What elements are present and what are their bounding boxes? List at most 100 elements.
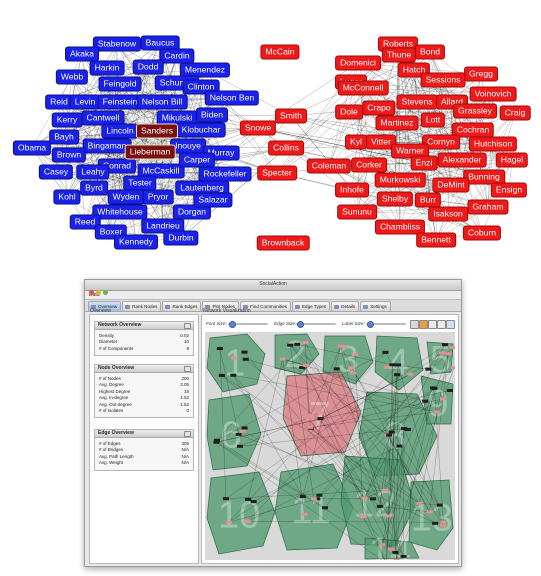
community-node[interactable]	[299, 495, 306, 499]
font-size-slider-knob[interactable]	[229, 321, 236, 328]
grid-button[interactable]	[428, 320, 437, 329]
community-node[interactable]	[446, 389, 453, 393]
community-node[interactable]	[241, 350, 248, 354]
community-node[interactable]	[449, 346, 455, 350]
community-node[interactable]	[370, 497, 377, 501]
community-node[interactable]	[439, 397, 446, 401]
community-node[interactable]	[310, 497, 317, 501]
community-node[interactable]	[351, 352, 358, 356]
tab-rank-edges[interactable]: Rank Edges	[162, 301, 202, 312]
community-node[interactable]	[317, 417, 324, 421]
community-node[interactable]	[314, 497, 321, 501]
community-node[interactable]	[389, 363, 396, 367]
senator-node-levin[interactable]: Levin	[69, 94, 101, 110]
community-node[interactable]	[305, 417, 312, 421]
community-node[interactable]	[294, 342, 301, 346]
senator-node-lincoln[interactable]: Lincoln	[101, 123, 139, 139]
community-node[interactable]	[426, 510, 433, 514]
senator-node-mccain[interactable]: McCain	[260, 44, 300, 60]
senator-node-nelson-ben[interactable]: Nelson Ben	[204, 90, 260, 106]
senator-node-ensign[interactable]: Ensign	[490, 182, 528, 198]
community-node[interactable]	[302, 341, 309, 345]
community-node[interactable]	[302, 363, 309, 367]
collapse-icon[interactable]	[184, 366, 191, 372]
senator-node-tester[interactable]: Tester	[123, 175, 157, 191]
community-node[interactable]	[222, 497, 229, 501]
layout-button[interactable]	[410, 320, 419, 329]
edge-size-slider-knob[interactable]	[297, 321, 304, 328]
senator-node-bayh[interactable]: Bayh	[49, 129, 79, 145]
senator-node-kohl[interactable]: Kohl	[53, 189, 81, 205]
senator-node-voinovich[interactable]: Voinovich	[469, 86, 517, 102]
community-node[interactable]	[279, 357, 286, 361]
community-node[interactable]	[218, 373, 225, 377]
senator-node-hutchison[interactable]: Hutchison	[468, 136, 518, 152]
senator-node-rockefeller[interactable]: Rockefeller	[198, 166, 252, 182]
community-hull[interactable]	[206, 471, 276, 555]
tab-settings[interactable]: Settings	[360, 301, 391, 312]
senator-node-cardin[interactable]: Cardin	[159, 48, 195, 64]
senator-node-kyl[interactable]: Kyl	[345, 134, 367, 150]
community-node[interactable]	[404, 427, 411, 431]
senator-node-grassley[interactable]: Grassley	[453, 103, 497, 119]
community-node[interactable]	[340, 345, 347, 349]
collapse-icon[interactable]	[184, 323, 191, 329]
community-node[interactable]	[451, 366, 455, 370]
label-size-slider[interactable]	[366, 323, 406, 325]
community-node[interactable]	[350, 371, 357, 375]
senator-node-snowe[interactable]: Snowe	[239, 120, 277, 136]
senator-node-obama[interactable]: Obama	[12, 140, 52, 156]
community-node[interactable]	[225, 520, 232, 524]
community-node[interactable]	[235, 432, 242, 436]
menu-data[interactable]: Data	[89, 292, 100, 298]
senator-node-specter[interactable]: Specter	[257, 165, 297, 181]
community-node[interactable]	[432, 521, 439, 525]
community-node[interactable]	[213, 438, 220, 442]
community-node[interactable]	[392, 550, 399, 554]
senator-node-dole[interactable]: Dole	[335, 104, 363, 120]
community-node[interactable]	[396, 444, 403, 448]
senator-node-warner[interactable]: Warner	[391, 143, 429, 159]
community-node[interactable]	[422, 399, 429, 403]
senator-node-dorgan[interactable]: Dorgan	[172, 204, 212, 220]
zoom-button[interactable]	[437, 320, 446, 329]
community-node[interactable]	[393, 558, 400, 560]
senator-node-kennedy[interactable]: Kennedy	[114, 234, 158, 250]
community-node[interactable]	[387, 547, 394, 551]
senator-node-stabenow[interactable]: Stabenow	[92, 36, 142, 52]
close-window-button[interactable]	[89, 290, 94, 295]
community-node[interactable]	[386, 433, 393, 437]
tab-rank-nodes[interactable]: Rank Nodes	[122, 301, 162, 312]
tab-overview[interactable]: Overview	[88, 301, 122, 312]
community-node[interactable]	[245, 497, 252, 501]
senator-node-lott[interactable]: Lott	[420, 112, 446, 128]
community-node[interactable]	[383, 365, 390, 369]
community-node[interactable]	[299, 366, 306, 370]
community-node[interactable]	[230, 373, 237, 377]
senator-node-martinez[interactable]: Martinez	[375, 115, 419, 131]
community-node[interactable]	[213, 440, 220, 444]
senator-node-murkowski[interactable]: Murkowski	[374, 172, 426, 188]
senator-node-inouye[interactable]: Inouye	[170, 138, 206, 154]
community-hull[interactable]	[408, 479, 454, 551]
senator-node-cornyn[interactable]: Cornyn	[422, 134, 460, 150]
community-node[interactable]	[348, 366, 355, 370]
senator-node-enzi[interactable]: Enzi	[410, 155, 438, 171]
senator-node-reed[interactable]: Reed	[69, 214, 101, 230]
senator-node-reid[interactable]: Reid	[45, 94, 73, 110]
senator-node-collins[interactable]: Collins	[268, 140, 304, 156]
senator-node-corker[interactable]: Corker	[351, 157, 387, 173]
tab-plot-nodes[interactable]: Plot Nodes	[202, 301, 239, 312]
senator-node-alexander[interactable]: Alexander	[437, 152, 487, 168]
senator-node-hagel[interactable]: Hagel	[495, 152, 529, 168]
senator-node-stevens[interactable]: Stevens	[396, 94, 438, 110]
community-node[interactable]	[236, 444, 243, 448]
zoom-window-button[interactable]	[103, 290, 108, 295]
senator-node-graham[interactable]: Graham	[467, 199, 509, 215]
tab-edge-types[interactable]: Edge Types	[291, 301, 331, 312]
senator-node-durbin[interactable]: Durbin	[163, 230, 199, 246]
community-hull[interactable]	[420, 375, 454, 425]
tab-details[interactable]: Details	[331, 301, 360, 312]
senator-node-lieberman[interactable]: Lieberman	[124, 144, 176, 160]
